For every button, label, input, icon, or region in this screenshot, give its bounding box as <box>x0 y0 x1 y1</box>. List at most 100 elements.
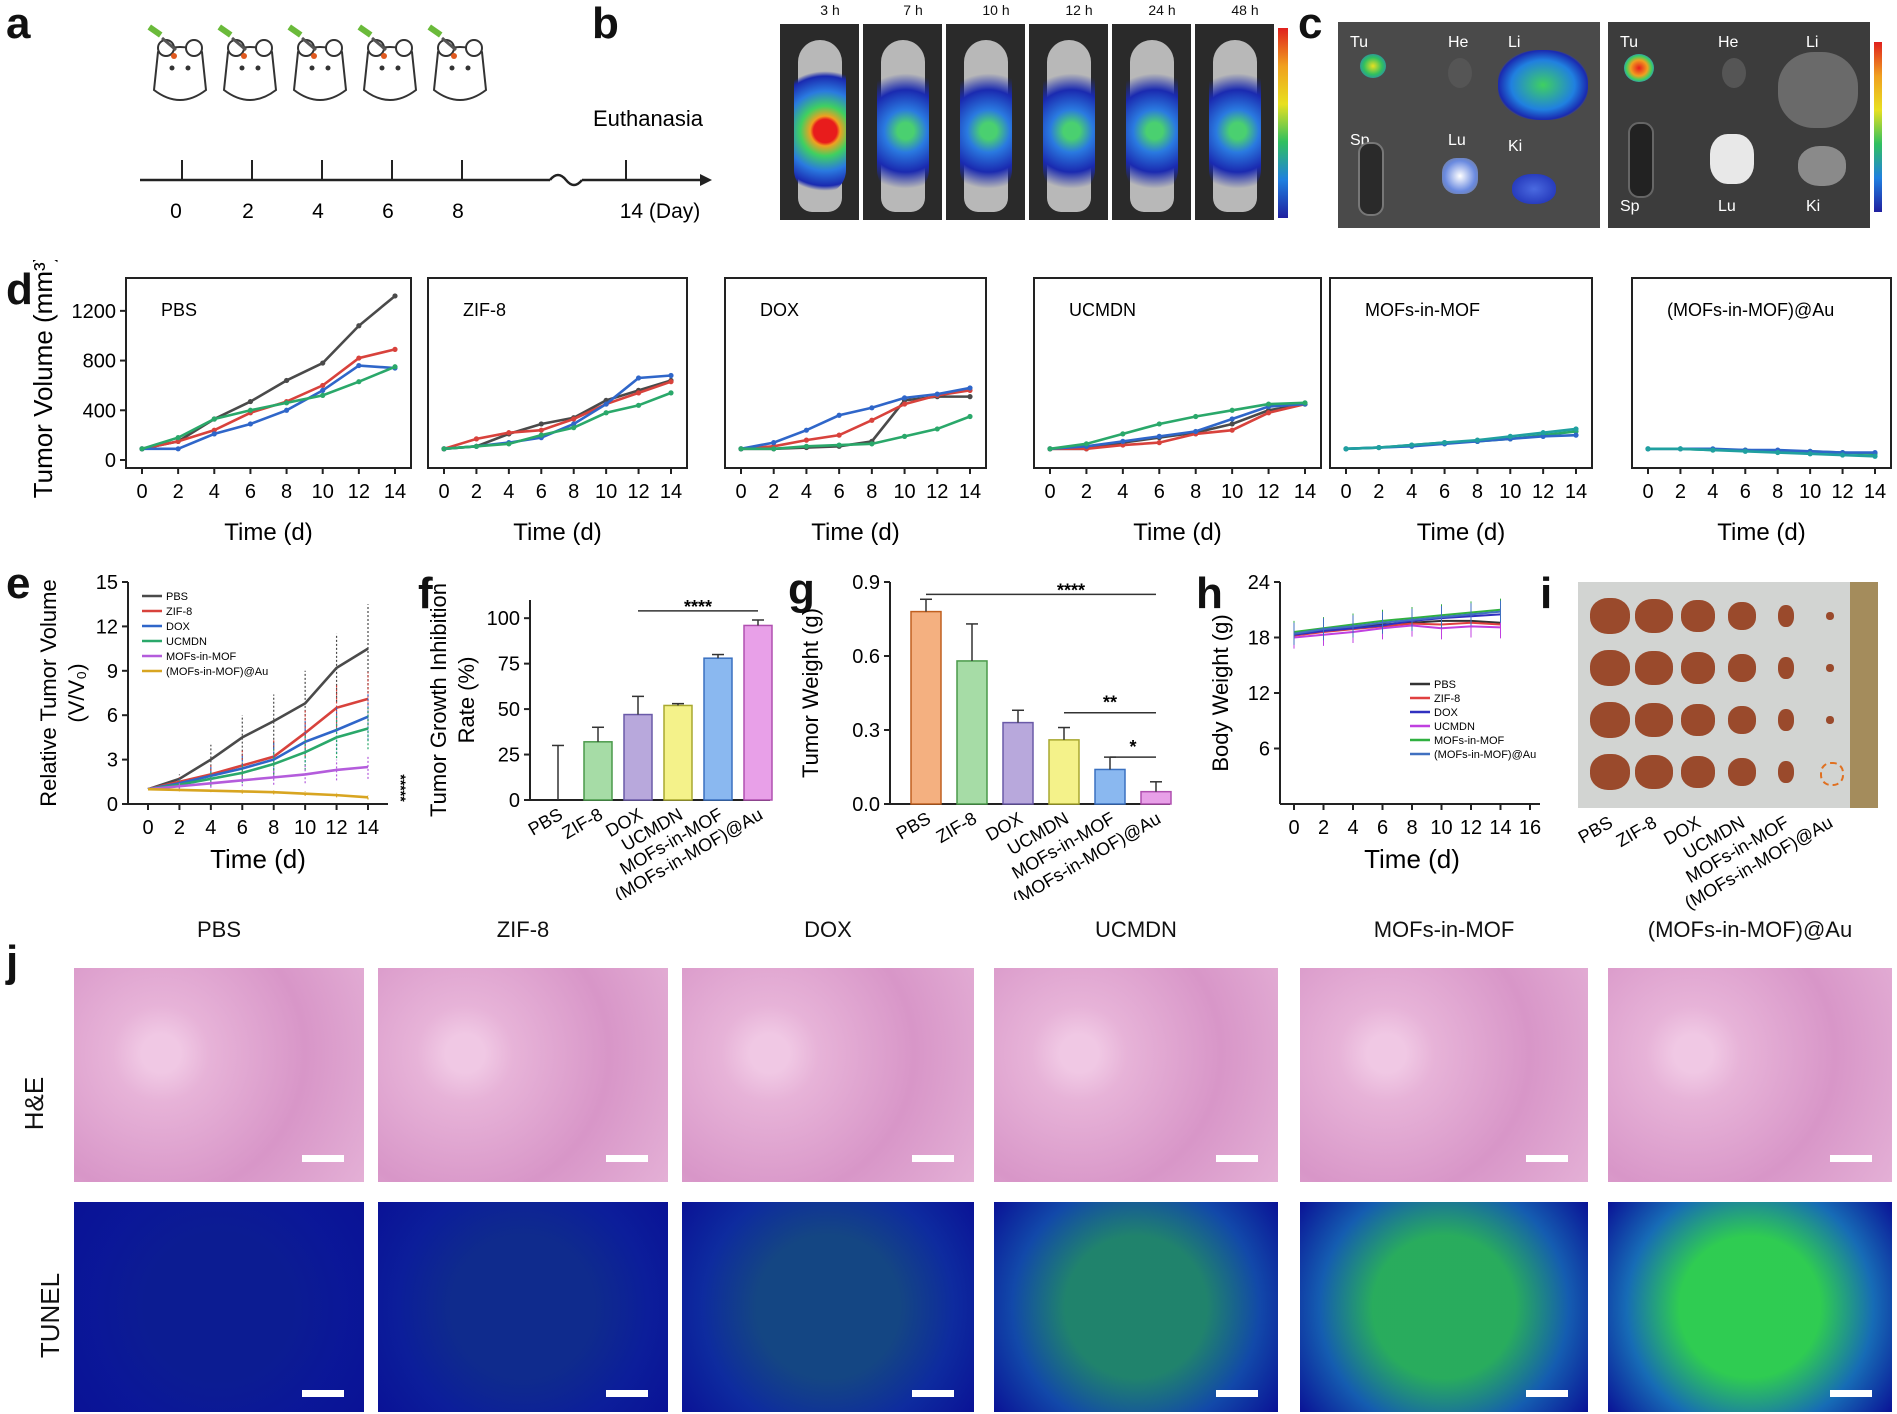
x-tick-label: PBS <box>893 808 934 843</box>
data-point <box>934 426 940 432</box>
bar <box>583 741 613 801</box>
panel-label-j: j <box>6 937 19 986</box>
data-point <box>803 443 810 449</box>
x-tick-label: 12 <box>325 817 347 839</box>
y-tick-label: 15 <box>96 572 118 594</box>
timeline-arrow <box>700 174 712 186</box>
panel-label-h: h <box>1196 569 1223 618</box>
panel-label-c: c <box>1298 0 1323 48</box>
syringe-icon <box>301 36 317 52</box>
series-line <box>1345 427 1577 451</box>
legend-label: (MOFs-in-MOF)@Au <box>166 666 268 678</box>
x-tick-label: 6 <box>237 817 248 839</box>
y-tick-label: 0 <box>105 450 116 472</box>
organ-lung <box>1710 134 1754 184</box>
data-point <box>869 405 875 411</box>
data-point <box>473 443 480 449</box>
tumor-specimen <box>1826 716 1834 724</box>
data-point <box>1775 449 1781 456</box>
y-tick-label: 0 <box>509 790 520 812</box>
tumor-specimen <box>1635 755 1673 789</box>
data-point <box>1229 407 1235 413</box>
series-line <box>740 389 971 451</box>
legend-label: UCMDN <box>1434 721 1475 733</box>
y-tick-label: 400 <box>83 400 116 422</box>
y-tick-label: 25 <box>498 745 520 767</box>
syringe-icon <box>217 24 233 38</box>
scale-bar <box>606 1390 648 1397</box>
data-point <box>803 437 810 443</box>
x-tick-label: 10 <box>1499 481 1521 503</box>
series-line <box>740 386 971 451</box>
data-point <box>1156 440 1162 446</box>
data-point <box>1193 413 1199 420</box>
legend-label: ZIF-8 <box>166 606 192 618</box>
organ-tumor <box>1360 54 1386 78</box>
syringe-icon <box>231 36 247 52</box>
y-tick-label: 6 <box>107 705 118 727</box>
data-point <box>1742 448 1748 454</box>
legend-label: UCMDN <box>166 636 207 648</box>
data-point <box>934 391 940 397</box>
organ-label: He <box>1448 34 1469 51</box>
x-tick-label: 12 <box>926 481 948 503</box>
subplot: DOX 0 2 4 6 8 10 12 14 Time (d) <box>724 277 987 546</box>
mouse-eye <box>325 65 331 71</box>
tumor-specimen <box>1778 605 1794 627</box>
y-tick-label: 3 <box>107 750 118 772</box>
subplot-title: MOFs-in-MOF <box>1365 300 1480 320</box>
x-tick-label: 14 <box>660 481 682 503</box>
plot-frame <box>1631 277 1892 469</box>
x-tick-label: 6 <box>834 481 845 503</box>
tumor-specimen <box>1728 602 1756 630</box>
series-line <box>141 294 396 451</box>
x-tick-label: 14 <box>959 481 981 503</box>
series-line <box>142 364 396 451</box>
tumor-specimen <box>1590 598 1630 634</box>
legend-label: DOX <box>166 621 191 633</box>
data-point <box>1265 410 1272 416</box>
panel-f-inhibition-rate: 0 25 50 75 100 Tumor Growth Inhibition Rate (%… <box>426 583 773 900</box>
data-point <box>211 416 217 422</box>
tumor-specimen <box>1728 758 1756 786</box>
tumor-specimen <box>1635 703 1673 737</box>
panel-label-i: i <box>1540 569 1553 618</box>
data-point <box>283 377 290 384</box>
data-point <box>247 398 254 405</box>
x-tick-label: 12 <box>348 481 370 503</box>
x-tick-label: PBS <box>1578 812 1616 847</box>
ruler <box>1850 582 1878 808</box>
series-line <box>147 727 369 791</box>
legend-label: MOFs-in-MOF <box>166 651 237 663</box>
y-tick-label: 0.0 <box>852 794 880 816</box>
bar <box>1140 790 1172 805</box>
data-point <box>538 421 544 427</box>
x-tick-label: 14 <box>384 481 406 503</box>
tumor-specimen <box>1590 702 1630 738</box>
data-point <box>668 390 674 396</box>
data-point <box>1229 416 1235 422</box>
y-tick-label: 18 <box>1248 628 1270 650</box>
column-header: ZIF-8 <box>496 917 550 942</box>
data-point <box>1156 433 1162 439</box>
x-tick-label: 10 <box>1221 481 1243 503</box>
data-point <box>1302 400 1308 406</box>
scale-bar <box>1830 1155 1872 1162</box>
x-tick-label: 4 <box>801 481 812 503</box>
series-line <box>1293 610 1501 635</box>
organ-label: Li <box>1806 34 1819 51</box>
plot-frame <box>1033 277 1322 469</box>
fluorescence-signal <box>1043 54 1095 194</box>
data-point <box>836 432 842 438</box>
subplot: UCMDN 0 2 4 6 8 10 12 14 Time (d) <box>1033 277 1322 546</box>
tumor-specimen <box>1590 650 1630 686</box>
organ-label: Ki <box>1508 138 1523 155</box>
data-point <box>571 421 577 427</box>
scale-bar <box>1216 1155 1258 1162</box>
tunel-stain-image <box>1608 1202 1892 1412</box>
series-line <box>443 380 672 451</box>
x-tick-label: 4 <box>1406 481 1417 503</box>
x-tick-label: 2 <box>471 481 482 503</box>
organ-spleen <box>1628 122 1654 198</box>
significance-marker: ** <box>1103 693 1117 713</box>
